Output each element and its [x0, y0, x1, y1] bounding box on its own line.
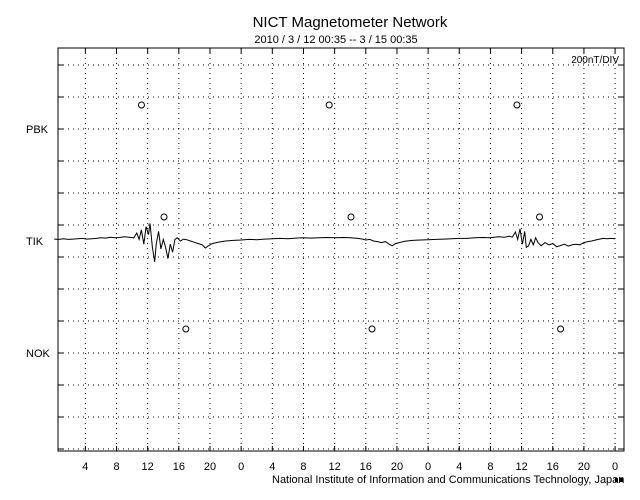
series-lines [54, 223, 616, 262]
x-tick-label: 0 [425, 461, 431, 473]
station-label-pbk: PBK [26, 124, 49, 136]
station-label-tik: TIK [26, 236, 44, 248]
x-tick-label: 4 [269, 461, 275, 473]
chart-title: NICT Magnetometer Network [253, 14, 448, 31]
station-label-nok: NOK [26, 348, 51, 360]
x-tick-label: 20 [578, 461, 590, 473]
footer-dot [620, 478, 623, 482]
marker-pbk [137, 101, 145, 109]
marker-pbk [513, 101, 521, 109]
x-tick-label: 8 [487, 461, 493, 473]
series-line-tik [54, 223, 616, 262]
x-tick-label: 8 [300, 461, 306, 473]
marker-pbk [325, 101, 333, 109]
x-tick-label: 4 [82, 461, 88, 473]
chart-subtitle: 2010 / 3 / 12 00:35 -- 3 / 15 00:35 [254, 34, 417, 46]
footer-dot [615, 478, 618, 482]
marker-nok [368, 325, 376, 333]
marker-nok [557, 325, 565, 333]
x-tick-label: 0 [238, 461, 244, 473]
footer-credit: National Institute of Information and Co… [272, 474, 624, 486]
x-tick-label: 8 [113, 461, 119, 473]
station-labels: PBK TIK NOK [26, 124, 51, 360]
x-tick-label: 20 [204, 461, 216, 473]
x-tick-label: 0 [612, 461, 618, 473]
x-tick-label: 20 [391, 461, 403, 473]
x-tick-label: 12 [515, 461, 527, 473]
axis-ticks [58, 48, 624, 451]
scale-label: 200nT/DIV [571, 55, 619, 66]
marker-nok [182, 325, 190, 333]
marker-tik [347, 213, 355, 221]
x-tick-labels: 4 8 12 16 20 0 4 8 12 16 20 0 4 8 12 16 20 0 [82, 461, 618, 473]
x-tick-label: 16 [173, 461, 185, 473]
x-tick-label: 12 [142, 461, 154, 473]
plot-frame [57, 47, 625, 452]
marker-tik [160, 213, 168, 221]
marker-tik [536, 213, 544, 221]
grid [58, 48, 624, 451]
x-tick-label: 4 [456, 461, 462, 473]
x-tick-label: 16 [547, 461, 559, 473]
x-tick-label: 12 [329, 461, 341, 473]
x-tick-label: 16 [360, 461, 372, 473]
time-markers [137, 101, 565, 333]
